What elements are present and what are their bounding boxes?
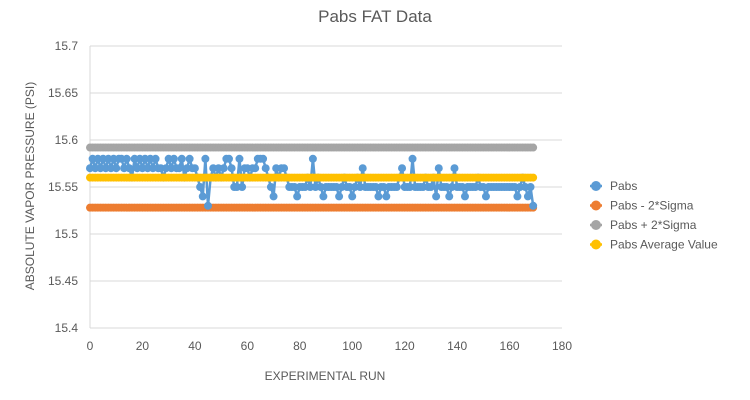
data-point	[445, 192, 454, 201]
data-point	[269, 192, 278, 201]
series-pabs-2-sigma	[86, 203, 538, 212]
x-tick-label: 60	[241, 339, 255, 353]
data-point	[293, 192, 302, 201]
x-axis-title: EXPERIMENTAL RUN	[265, 369, 386, 383]
data-point	[224, 154, 233, 163]
data-point	[219, 164, 228, 173]
data-point	[151, 154, 160, 163]
data-point	[426, 182, 435, 191]
data-point	[122, 154, 131, 163]
data-point	[196, 182, 205, 191]
data-point	[198, 192, 207, 201]
data-point	[235, 154, 244, 163]
data-point	[382, 192, 391, 201]
data-point	[481, 192, 490, 201]
legend-label: Pabs + 2*Sigma	[610, 218, 697, 232]
y-tick-label: 15.6	[55, 133, 79, 147]
x-tick-label: 80	[293, 339, 307, 353]
y-tick-label: 15.5	[55, 227, 79, 241]
y-tick-label: 15.45	[48, 274, 78, 288]
data-point	[201, 154, 210, 163]
y-tick-label: 15.4	[55, 321, 79, 335]
data-point	[335, 192, 344, 201]
y-tick-label: 15.65	[48, 86, 78, 100]
data-point	[112, 164, 121, 173]
legend-label: Pabs - 2*Sigma	[610, 199, 694, 213]
legend-label: Pabs	[610, 179, 637, 193]
data-point	[266, 182, 275, 191]
series-pabs	[86, 154, 538, 210]
data-point	[280, 164, 289, 173]
data-point	[398, 164, 407, 173]
data-point	[261, 164, 270, 173]
series-pabs-2-sigma	[86, 143, 538, 152]
data-point	[203, 201, 212, 210]
x-tick-label: 40	[188, 339, 202, 353]
data-point	[434, 164, 443, 173]
legend-swatch-marker	[591, 181, 601, 191]
x-tick-label: 100	[342, 339, 362, 353]
data-point	[259, 154, 268, 163]
x-tick-label: 20	[136, 339, 150, 353]
x-axis-ticks: 0 20 40 60 80 100 120 140 160 180	[87, 339, 573, 353]
data-point	[319, 192, 328, 201]
legend-item: Pabs	[590, 179, 637, 193]
data-point	[529, 143, 538, 152]
data-point	[374, 192, 383, 201]
data-point	[432, 192, 441, 201]
data-point	[169, 154, 178, 163]
x-tick-label: 0	[87, 339, 94, 353]
y-tick-label: 15.7	[55, 39, 79, 53]
chart-title: Pabs FAT Data	[318, 7, 432, 26]
data-point	[408, 154, 417, 163]
legend: Pabs Pabs - 2*Sigma Pabs + 2*Sigma Pabs Ave…	[590, 179, 718, 252]
data-point	[175, 164, 184, 173]
legend-swatch-marker	[591, 220, 601, 230]
data-point	[513, 192, 522, 201]
data-point	[125, 164, 134, 173]
series-layer	[86, 143, 538, 212]
data-point	[529, 201, 538, 210]
x-tick-label: 160	[500, 339, 520, 353]
data-point	[526, 182, 535, 191]
legend-item: Pabs + 2*Sigma	[590, 218, 697, 232]
legend-item: Pabs - 2*Sigma	[590, 199, 694, 213]
data-point	[392, 182, 401, 191]
data-point	[348, 192, 357, 201]
y-axis-title: ABSOLUTE VAPOR PRESSURE (PSI)	[23, 82, 37, 291]
legend-item: Pabs Average Value	[590, 238, 718, 252]
data-point	[529, 173, 538, 182]
x-tick-label: 180	[552, 339, 572, 353]
data-point	[190, 164, 199, 173]
data-point	[308, 154, 317, 163]
data-point	[227, 164, 236, 173]
data-point	[251, 164, 260, 173]
legend-swatch-marker	[591, 239, 601, 250]
data-point	[358, 164, 367, 173]
series-pabs-average-value	[86, 173, 538, 182]
data-point	[523, 192, 532, 201]
x-tick-label: 140	[447, 339, 467, 353]
data-point	[185, 154, 194, 163]
legend-swatch-marker	[591, 200, 601, 211]
data-point	[450, 164, 459, 173]
y-tick-label: 15.55	[48, 180, 78, 194]
data-point	[177, 154, 186, 163]
data-point	[460, 192, 469, 201]
data-point	[238, 182, 247, 191]
y-axis-ticks: 15.4 15.45 15.5 15.55 15.6 15.65 15.7	[48, 39, 78, 335]
legend-label: Pabs Average Value	[610, 238, 718, 252]
x-tick-label: 120	[395, 339, 415, 353]
